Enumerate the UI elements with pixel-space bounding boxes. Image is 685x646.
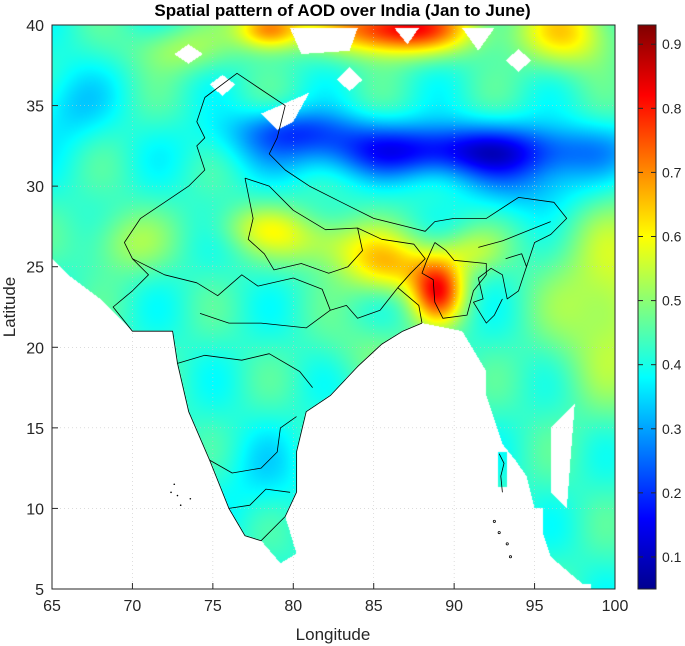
colorbar-tick-label: 0.1: [662, 549, 682, 565]
nicobar-island: [505, 542, 509, 546]
x-tick-label: 65: [43, 598, 61, 615]
x-axis: 65 70 75 80 85 90 95 100: [43, 583, 628, 615]
colorbar-tick-label: 0.3: [662, 421, 682, 437]
boundary-line: [132, 258, 331, 329]
boundary-line: [209, 416, 297, 474]
y-tick-label: 35: [26, 99, 44, 116]
x-tick-label: 75: [204, 598, 222, 615]
y-tick-label: 10: [26, 501, 44, 518]
x-axis-label: Longitude: [296, 625, 371, 644]
y-tick-label: 25: [26, 260, 44, 277]
boundary-line: [397, 287, 423, 324]
x-tick-label: 80: [284, 598, 302, 615]
lakshadweep-island: [189, 497, 192, 500]
y-tick-label: 5: [35, 582, 44, 599]
x-tick-label: 90: [445, 598, 463, 615]
colorbar-tick-label: 0.6: [662, 229, 682, 245]
boundary-line: [478, 221, 551, 248]
aod-heatmap: [52, 25, 615, 589]
colorbar-tick-label: 0.9: [662, 36, 682, 52]
colorbar-ticks: 0.1 0.2 0.3 0.4 0.5 0.6 0.7 0.8 0.9: [638, 36, 682, 565]
y-axis: 5 10 15 20 25 30 35 40: [26, 18, 58, 599]
nicobar-island: [492, 519, 496, 523]
x-tick-label: 95: [526, 598, 544, 615]
lakshadweep-island: [173, 483, 176, 486]
andaman-islands: [498, 453, 505, 493]
x-tick-label: 70: [124, 598, 142, 615]
colorbar: [637, 24, 657, 590]
lakshadweep-island: [176, 494, 179, 497]
colorbar-tick-label: 0.8: [662, 100, 682, 116]
plot-frame: [51, 24, 616, 590]
boundary-line: [244, 177, 363, 274]
x-tick-label: 85: [365, 598, 383, 615]
boundary-line: [228, 488, 291, 509]
y-tick-label: 30: [26, 179, 44, 196]
colorbar-tick-label: 0.2: [662, 485, 682, 501]
y-tick-label: 40: [26, 18, 44, 35]
y-axis-label: Latitude: [0, 277, 19, 338]
chart-title: Spatial pattern of AOD over India (Jan t…: [154, 1, 531, 20]
boundary-line: [505, 253, 527, 267]
india-boundaries: [112, 72, 568, 559]
boundary-line: [177, 353, 313, 388]
y-tick-label: 15: [26, 421, 44, 438]
lakshadweep-island: [170, 491, 172, 494]
colorbar-tick-label: 0.4: [662, 357, 682, 373]
lakshadweep-island: [179, 504, 182, 507]
nicobar-island: [497, 531, 501, 535]
boundary-line: [204, 72, 568, 324]
y-tick-label: 20: [26, 340, 44, 357]
colorbar-tick-label: 0.5: [662, 293, 682, 309]
boundary-line: [421, 242, 487, 319]
boundary-line: [112, 97, 423, 542]
nicobar-island: [508, 555, 512, 559]
boundary-line: [330, 227, 426, 319]
x-tick-label: 100: [602, 598, 629, 615]
colorbar-tick-label: 0.7: [662, 164, 682, 180]
